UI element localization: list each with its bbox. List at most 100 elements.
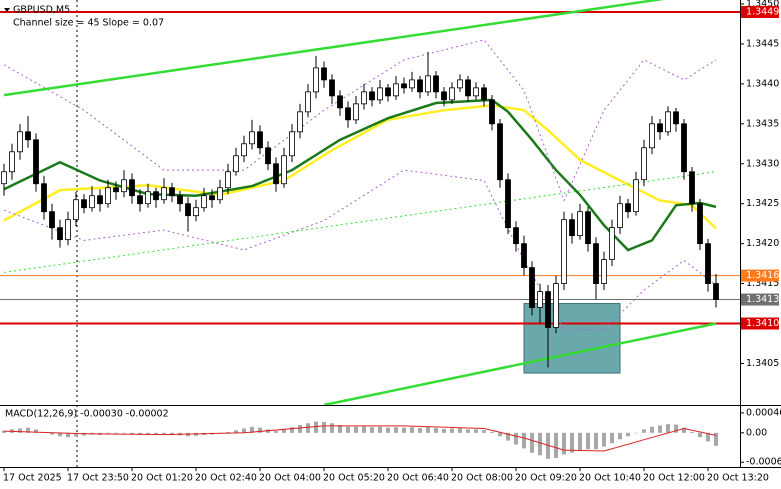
macd-bar <box>122 432 126 434</box>
macd-bar <box>58 432 62 437</box>
candle-body <box>241 143 247 157</box>
candle-body <box>73 199 79 221</box>
candle-body <box>409 79 415 89</box>
candle-body <box>529 267 535 308</box>
level-box <box>741 293 779 306</box>
macd-bar <box>706 432 710 442</box>
macd-bar <box>482 430 486 433</box>
macd-bar <box>298 425 302 433</box>
macd-bar <box>610 432 614 444</box>
candle-body <box>33 139 39 185</box>
candle-body <box>249 131 255 145</box>
candle-body <box>161 187 167 201</box>
macd-bar <box>394 427 398 433</box>
candle-body <box>577 211 583 237</box>
macd-bar <box>514 432 518 445</box>
candle-body <box>625 203 631 213</box>
candle-body <box>257 131 263 149</box>
indicator-line <box>3 104 717 230</box>
macd-bar <box>666 424 670 433</box>
macd-bar <box>570 432 574 453</box>
candle-body <box>385 87 391 97</box>
candle-body <box>505 179 511 229</box>
candle-body <box>121 179 127 193</box>
candle-body <box>329 79 335 97</box>
macd-bar <box>362 426 366 433</box>
macd-bar <box>450 428 454 433</box>
candle-body <box>489 99 495 125</box>
y-tick-label: 1.3445 <box>746 38 779 49</box>
level-label: 1.3410 <box>746 318 779 329</box>
candle-body <box>193 207 199 217</box>
macd-bar <box>50 432 54 435</box>
macd-bar <box>242 428 246 433</box>
candle-body <box>665 111 671 133</box>
x-tick-label: 17 Oct 23:50 <box>67 473 129 484</box>
candle-body <box>105 187 111 205</box>
candle-body <box>393 83 399 97</box>
macd-bar <box>34 429 38 433</box>
macd-bar <box>378 426 382 433</box>
indicator-line <box>323 322 717 405</box>
candle-body <box>57 227 63 241</box>
level-box <box>741 5 779 18</box>
candle-body <box>313 67 319 93</box>
macd-bar <box>314 421 318 433</box>
macd-bar <box>74 432 78 437</box>
candle-body <box>657 123 663 133</box>
candle-body <box>89 195 95 209</box>
macd-bar <box>618 432 622 440</box>
macd-bar <box>498 432 502 437</box>
candle-body <box>345 107 351 121</box>
macd-bar <box>322 422 326 433</box>
macd-bar <box>634 432 638 434</box>
macd-bar <box>250 426 254 433</box>
macd-bar <box>370 427 374 433</box>
candle-body <box>593 243 599 284</box>
macd-bar <box>418 428 422 433</box>
candle-body <box>457 79 463 89</box>
candle-body <box>465 79 471 97</box>
x-tick-label: 20 Oct 06:40 <box>387 473 449 484</box>
candle-body <box>417 79 423 93</box>
candle-body <box>401 83 407 89</box>
candle-body <box>441 91 447 101</box>
x-tick-label: 20 Oct 10:40 <box>579 473 641 484</box>
candle-body <box>705 243 711 284</box>
macd-bar <box>658 425 662 433</box>
macd-bar <box>346 426 350 433</box>
candle-body <box>425 75 431 93</box>
candle-body <box>641 147 647 181</box>
x-tick-label: 20 Oct 05:20 <box>323 473 385 484</box>
candle-body <box>81 199 87 209</box>
macd-bar <box>602 432 606 447</box>
macd-bar <box>530 432 534 453</box>
macd-bar <box>594 432 598 450</box>
zone <box>523 303 621 374</box>
candle-body <box>9 151 15 173</box>
indicator-line <box>3 0 665 97</box>
candle-body <box>153 191 159 201</box>
macd-bar <box>18 428 22 433</box>
main-panel <box>0 0 740 405</box>
candle-body <box>689 171 695 205</box>
macd-bar <box>458 428 462 433</box>
macd-label: MACD(12,26,9) -0.00030 -0.00002 <box>5 409 169 420</box>
candle-body <box>137 195 143 205</box>
macd-signal <box>3 425 717 452</box>
macd-bar <box>282 429 286 433</box>
candle-body <box>265 147 271 165</box>
candle-body <box>209 195 215 201</box>
candle-body <box>113 187 119 193</box>
y-tick-label: 1.3450 <box>746 0 779 9</box>
y-tick-label: 1.3440 <box>746 78 779 89</box>
macd-bar <box>434 428 438 433</box>
candle-body <box>41 183 47 213</box>
candle-body <box>633 179 639 213</box>
candle-body <box>25 131 31 141</box>
candle-body <box>129 179 135 197</box>
macd-bar <box>578 432 582 451</box>
candle-body <box>697 203 703 245</box>
